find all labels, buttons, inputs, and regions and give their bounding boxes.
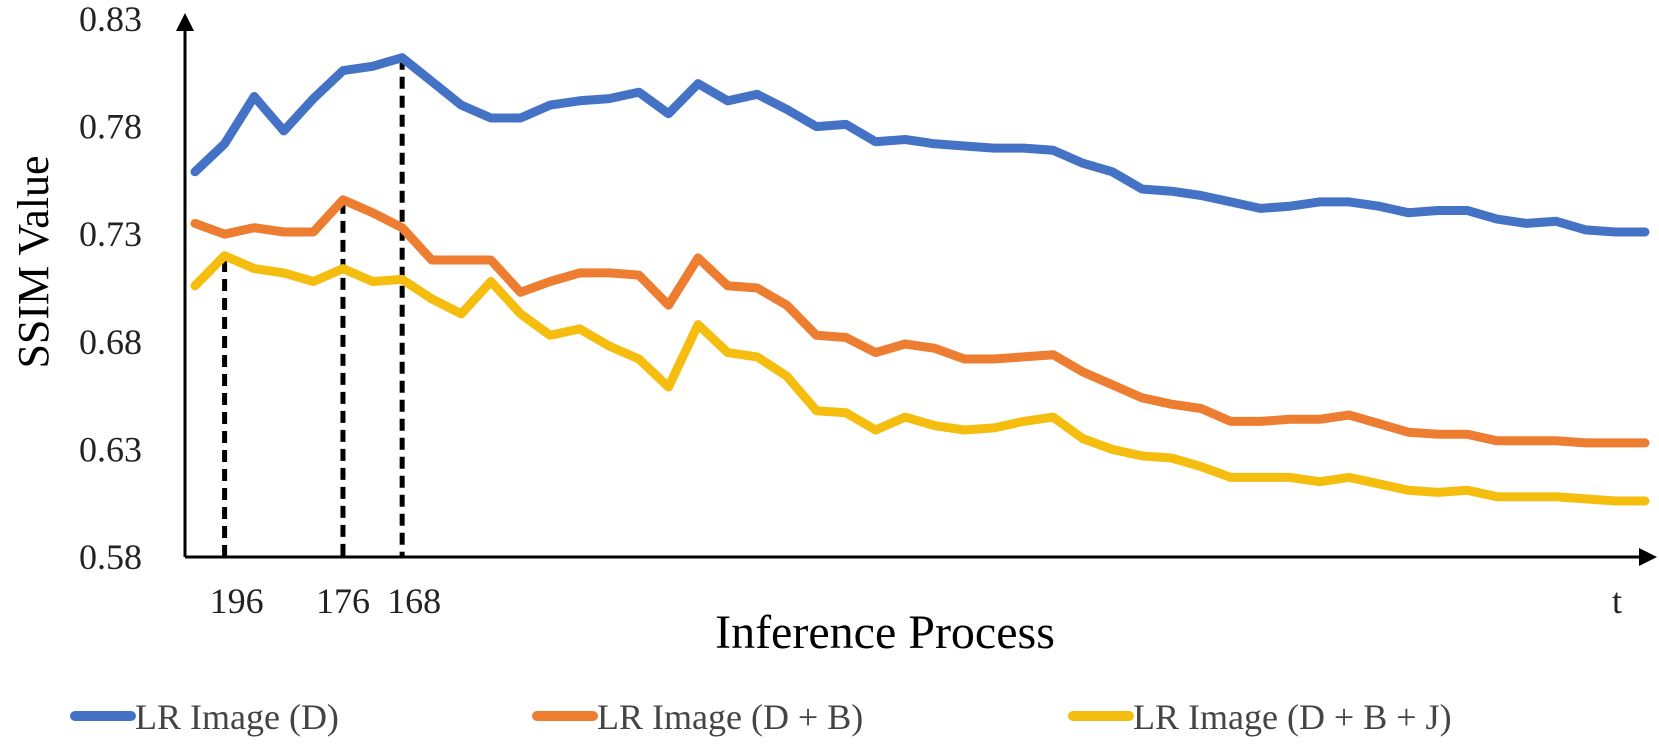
x-marker-label: 176 xyxy=(316,581,370,621)
marker-drop-lines xyxy=(222,57,405,557)
legend-label: LR Image (D + B + J) xyxy=(1133,697,1452,737)
series-line xyxy=(190,53,1650,237)
y-tick-label: 0.58 xyxy=(79,537,142,577)
y-tick-label: 0.78 xyxy=(79,107,142,147)
legend-label: LR Image (D) xyxy=(135,697,339,737)
legend-label: LR Image (D + B) xyxy=(597,697,863,737)
series-line xyxy=(190,195,1650,448)
series-line xyxy=(190,251,1650,506)
x-marker-label: 196 xyxy=(210,581,264,621)
y-tick-label: 0.68 xyxy=(79,322,142,362)
x-marker-labels: 196 176 168 xyxy=(210,581,442,621)
y-axis-title: SSIM Value xyxy=(9,155,58,368)
y-tick-label: 0.63 xyxy=(79,429,142,469)
y-tick-label: 0.73 xyxy=(79,214,142,254)
x-axis-title: Inference Process xyxy=(715,606,1055,659)
x-marker-label: 168 xyxy=(387,581,441,621)
series-lines xyxy=(190,53,1650,506)
legend: LR Image (D) LR Image (D + B) LR Image (D … xyxy=(70,697,1452,737)
y-tick-label: 0.83 xyxy=(79,0,142,39)
y-tick-labels: 0.58 0.63 0.68 0.73 0.78 0.83 xyxy=(79,0,142,577)
x-end-label: t xyxy=(1612,581,1622,621)
